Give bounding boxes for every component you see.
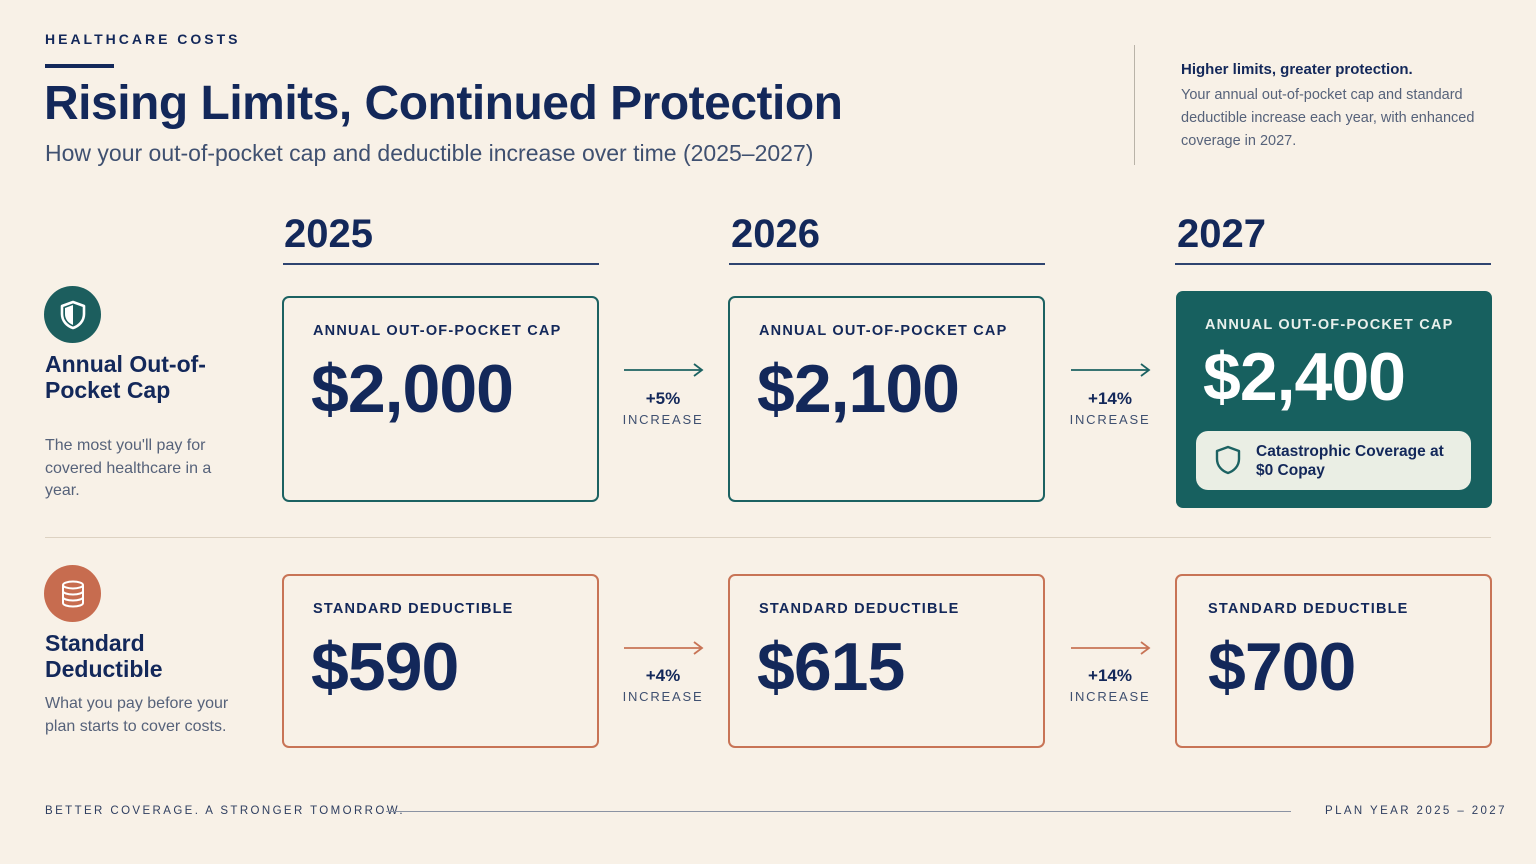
oop-card-label: ANNUAL OUT-OF-POCKET CAP [313,323,562,339]
deductible-change-2027: +14% INCREASE [1055,666,1165,704]
oop-value-2025: $2,000 [311,351,514,427]
footer-plan-year: PLAN YEAR 2025 – 2027 [1325,805,1507,817]
oop-change-2026: +5% INCREASE [608,389,718,427]
oop-value-2027: $2,400 [1203,339,1406,415]
oop-card-2026: ANNUAL OUT-OF-POCKET CAP $2,100 [728,296,1045,502]
deductible-card-2027: STANDARD DEDUCTIBLE $700 [1175,574,1492,748]
change-label: INCREASE [1069,412,1151,427]
change-label: INCREASE [622,689,704,704]
year-2027-rule [1175,263,1491,265]
deductible-card-label: STANDARD DEDUCTIBLE [1208,601,1409,617]
vertical-divider [1134,45,1135,165]
badge-text: Catastrophic Coverage at $0 Copay [1256,442,1444,479]
catastrophic-coverage-badge: Catastrophic Coverage at $0 Copay [1196,431,1471,490]
shield-icon [1215,445,1241,475]
note-heading: Higher limits, greater protection. [1181,61,1413,78]
oop-value-2026: $2,100 [757,351,960,427]
deductible-card-label: STANDARD DEDUCTIBLE [313,601,514,617]
deductible-card-2025: STANDARD DEDUCTIBLE $590 [282,574,599,748]
deductible-value-2026: $615 [757,629,905,705]
oop-change-2027: +14% INCREASE [1055,389,1165,427]
change-percent: +14% [1088,666,1132,685]
year-2026-rule [729,263,1045,265]
note-body: Your annual out-of-pocket cap and standa… [1181,87,1475,149]
oop-card-label: ANNUAL OUT-OF-POCKET CAP [759,323,1008,339]
oop-row-title: Annual Out-of-Pocket Cap [45,351,206,403]
arrow-right-icon [1071,641,1151,655]
deductible-value-2025: $590 [311,629,459,705]
deductible-value-2027: $700 [1208,629,1356,705]
eyebrow: HEALTHCARE COSTS [45,31,241,47]
deductible-row-description: What you pay before your plan starts to … [45,695,229,735]
coins-stack-icon [44,565,101,622]
deductible-card-label: STANDARD DEDUCTIBLE [759,601,960,617]
oop-card-2025: ANNUAL OUT-OF-POCKET CAP $2,000 [282,296,599,502]
year-2025-rule [283,263,599,265]
change-percent: +5% [645,389,681,408]
deductible-card-2026: STANDARD DEDUCTIBLE $615 [728,574,1045,748]
oop-row-description: The most you'll pay for covered healthca… [45,437,212,499]
oop-card-2027: ANNUAL OUT-OF-POCKET CAP $2,400 Catastro… [1176,291,1492,508]
year-2025-heading: 2025 [284,212,373,256]
page-subtitle: How your out-of-pocket cap and deductibl… [45,140,814,166]
eyebrow-rule [45,64,114,68]
oop-card-label: ANNUAL OUT-OF-POCKET CAP [1205,317,1454,333]
arrow-right-icon [1071,363,1151,377]
footer-tagline: BETTER COVERAGE. A STRONGER TOMORROW. [45,805,405,817]
change-label: INCREASE [622,412,704,427]
page-title: Rising Limits, Continued Protection [44,77,843,130]
deductible-row-title: Standard Deductible [45,630,163,682]
footer-rule [386,811,1291,812]
year-2026-heading: 2026 [731,212,820,256]
deductible-change-2026: +4% INCREASE [608,666,718,704]
change-percent: +14% [1088,389,1132,408]
change-percent: +4% [645,666,681,685]
arrow-right-icon [624,363,704,377]
row-divider [45,537,1491,538]
arrow-right-icon [624,641,704,655]
year-2027-heading: 2027 [1177,212,1266,256]
shield-icon [44,286,101,343]
change-label: INCREASE [1069,689,1151,704]
